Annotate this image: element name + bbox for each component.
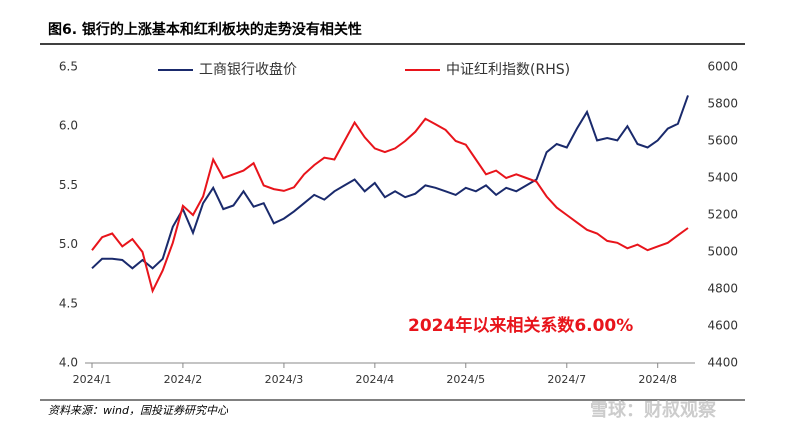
y2-tick-label: 5200 — [707, 208, 738, 222]
y-tick-label: 6.0 — [59, 119, 78, 133]
y-tick-label: 4.5 — [59, 296, 78, 310]
x-tick-label: 2024/1 — [73, 373, 112, 386]
x-tick-label: 2024/4 — [355, 373, 394, 386]
watermark: 雪球：财叔观察 — [590, 399, 717, 421]
y2-tick-label: 4400 — [707, 356, 738, 370]
y-tick-label: 5.0 — [59, 237, 78, 251]
legend-label: 中证红利指数(RHS) — [446, 62, 570, 78]
x-tick-label: 2024/7 — [547, 373, 586, 386]
y2-tick-label: 5600 — [707, 134, 738, 148]
y2-tick-label: 5400 — [707, 171, 738, 185]
source: 资料来源：wind，国投证券研究中心 — [48, 404, 229, 417]
y-tick-label: 5.5 — [59, 178, 78, 192]
y-tick-label: 4.0 — [59, 356, 78, 370]
series-line — [91, 117, 689, 294]
x-tick-label: 2024/3 — [265, 373, 304, 386]
y2-tick-label: 5800 — [707, 97, 738, 111]
x-tick-label: 2024/5 — [446, 373, 485, 386]
series-line — [91, 95, 689, 270]
y2-tick-label: 6000 — [707, 60, 738, 74]
x-tick-label: 2024/8 — [638, 373, 677, 386]
annotation: 2024年以来相关系数6.00% — [408, 315, 633, 336]
chart-title: 图6. 银行的上涨基本和红利板块的走势没有相关性 — [48, 21, 362, 38]
y2-tick-label: 4600 — [707, 319, 738, 333]
y2-tick-label: 5000 — [707, 245, 738, 259]
legend-label: 工商银行收盘价 — [199, 61, 297, 78]
x-tick-label: 2024/2 — [164, 373, 203, 386]
y2-tick-label: 4800 — [707, 282, 738, 296]
y-tick-label: 6.5 — [59, 60, 78, 74]
